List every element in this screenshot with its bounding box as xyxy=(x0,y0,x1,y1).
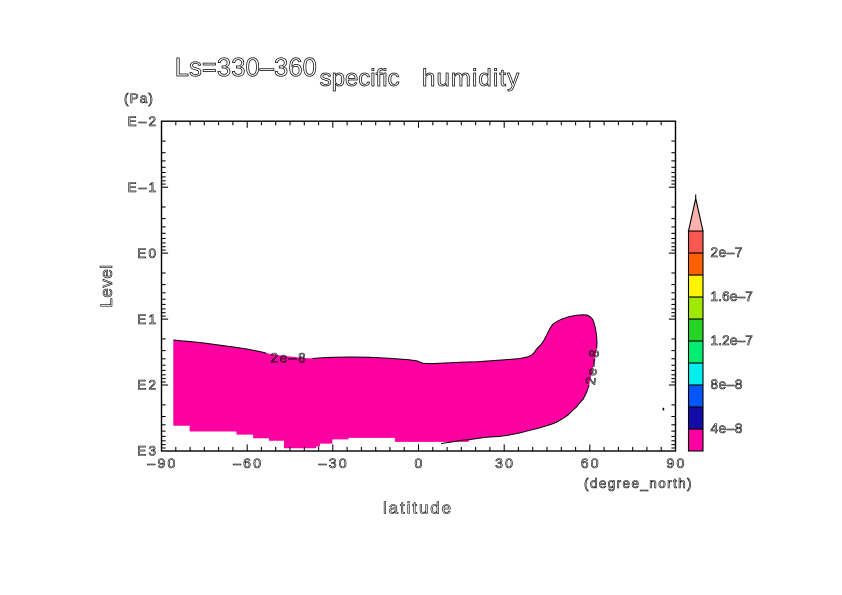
svg-text:humidity: humidity xyxy=(422,65,520,92)
svg-text:30: 30 xyxy=(495,455,515,471)
svg-text:E1: E1 xyxy=(137,312,158,327)
svg-text:(degree_north): (degree_north) xyxy=(584,476,693,491)
svg-text:1.6e–7: 1.6e–7 xyxy=(711,289,754,304)
svg-text:2e–8: 2e–8 xyxy=(271,351,308,366)
svg-text:60: 60 xyxy=(581,455,601,471)
svg-text:E0: E0 xyxy=(137,246,158,261)
svg-text:2e–7: 2e–7 xyxy=(711,245,743,260)
svg-text:E–2: E–2 xyxy=(128,114,159,129)
svg-text:(Pa): (Pa) xyxy=(124,91,154,106)
svg-text:latitude: latitude xyxy=(383,499,453,518)
svg-text:8e–8: 8e–8 xyxy=(711,377,743,392)
svg-text:–60: –60 xyxy=(233,455,263,471)
svg-text:Level: Level xyxy=(97,264,116,307)
svg-text:E–1: E–1 xyxy=(128,180,159,195)
svg-text:–90: –90 xyxy=(147,455,177,471)
svg-text:2e–8: 2e–8 xyxy=(583,347,602,385)
svg-text:Ls=330–360: Ls=330–360 xyxy=(175,54,317,82)
svg-text:E3: E3 xyxy=(137,444,158,459)
svg-text:specific: specific xyxy=(320,65,400,92)
svg-text:0: 0 xyxy=(414,455,424,471)
svg-text:E2: E2 xyxy=(137,378,158,393)
svg-text:4e–8: 4e–8 xyxy=(711,421,743,436)
svg-text:90: 90 xyxy=(666,455,686,471)
svg-text:1.2e–7: 1.2e–7 xyxy=(711,333,754,348)
svg-text:–30: –30 xyxy=(319,455,349,471)
